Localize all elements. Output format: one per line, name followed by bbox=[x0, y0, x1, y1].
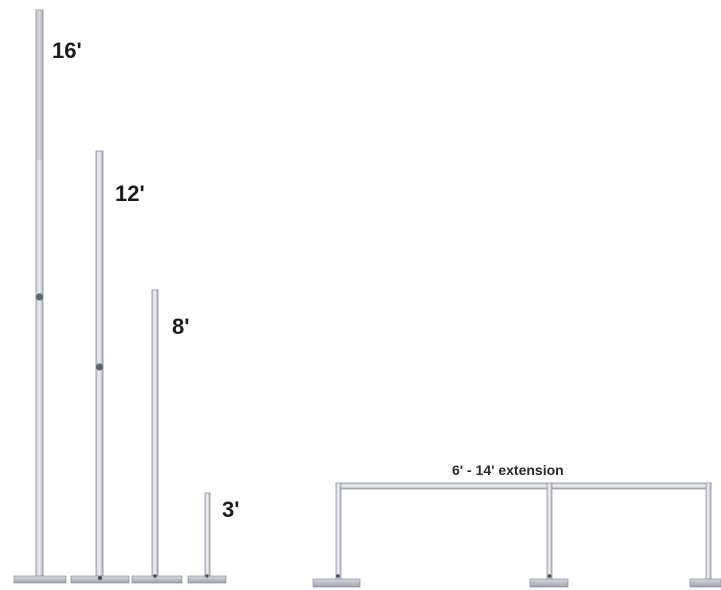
crossbar bbox=[335, 482, 712, 490]
pole-8-label: 8' bbox=[172, 314, 190, 339]
pole-3ft bbox=[187, 492, 227, 584]
extension-label: 6' - 14' extension bbox=[452, 462, 564, 478]
pole-base bbox=[13, 575, 67, 584]
pole-12ft bbox=[70, 150, 130, 584]
pole-16-label: 16' bbox=[52, 38, 82, 63]
pole-12-label: 12' bbox=[115, 181, 145, 206]
extension-assembly bbox=[312, 482, 721, 588]
pole-3-label: 3' bbox=[222, 497, 240, 522]
pole-8ft bbox=[131, 289, 183, 584]
pole-base bbox=[689, 578, 721, 588]
pole-16ft bbox=[13, 9, 67, 584]
pole-joint-icon bbox=[95, 363, 104, 371]
pole-base bbox=[529, 578, 569, 588]
pole-joint-icon bbox=[35, 293, 44, 301]
pole-base bbox=[312, 578, 361, 588]
pole-base bbox=[131, 575, 183, 584]
